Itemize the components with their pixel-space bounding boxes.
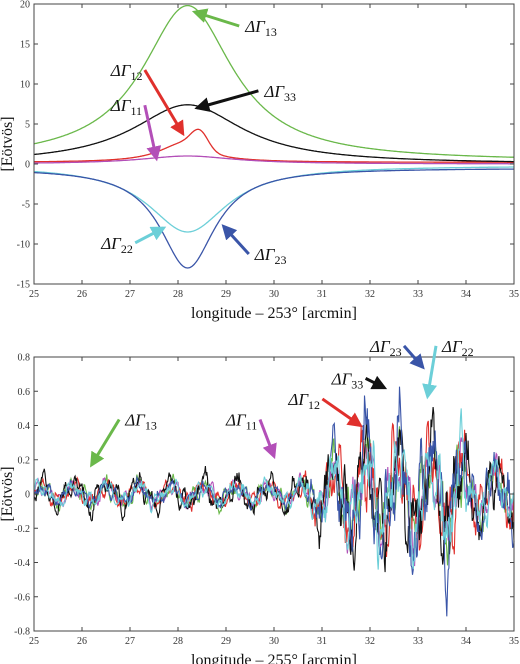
annotation-arrow (134, 226, 167, 245)
series-line-23 (33, 386, 515, 617)
y-tick-label: -0.2 (14, 524, 30, 535)
x-tick-label: 34 (461, 636, 471, 647)
y-tick-label: -0.8 (14, 627, 30, 638)
x-tick-label: 33 (413, 636, 423, 647)
series-line-33 (33, 104, 514, 163)
y-tick-label: -0.4 (14, 558, 30, 569)
annotation-arrow (422, 345, 438, 400)
y-tick-label: -5 (22, 200, 30, 211)
annotation-arrow (194, 89, 259, 112)
annotation-arrow (143, 104, 162, 162)
series-label-22: ΔΓ22 (441, 337, 474, 359)
x-tick-label: 28 (173, 289, 183, 300)
y-tick-label: 0.4 (18, 421, 31, 432)
series-label-33: ΔΓ33 (263, 82, 296, 104)
series-label-22: ΔΓ22 (100, 234, 133, 256)
y-tick-label: 0.2 (18, 455, 31, 466)
y-axis-label: [Eötvös] (0, 116, 16, 171)
series-line-12 (34, 128, 514, 163)
x-tick-label: 26 (77, 636, 87, 647)
chart-panel-2: 25 26 27 28 29 30 31 32 33 34 35 -0.8 -0.6 -0.4 -0.2 0 0… (0, 337, 519, 664)
series-line-11 (34, 155, 514, 165)
series-line-22 (33, 408, 515, 570)
y-tick-label: 0.8 (18, 353, 31, 364)
annotation-arrow (143, 69, 185, 137)
y-tick-label: 5 (25, 120, 30, 131)
annotation-arrow (258, 418, 277, 460)
x-tick-label: 35 (509, 636, 519, 647)
series-line-22 (33, 166, 514, 233)
series-line-13 (33, 4, 515, 158)
x-tick-label: 33 (413, 289, 423, 300)
y-tick-label: 10 (20, 80, 30, 91)
annotation-arrow (321, 397, 363, 428)
series-label-23: ΔΓ23 (254, 245, 287, 267)
chart-panel-1: 25 26 27 28 29 30 31 32 33 34 35 -15 -10 -5 0 5 10 15 20 lo… (0, 0, 519, 322)
annotation-arrow (90, 418, 121, 468)
series-label-13: ΔΓ13 (124, 411, 157, 433)
annotation-arrow (221, 224, 250, 256)
y-tick-label: 0.6 (18, 387, 31, 398)
x-axis-label: longitude – 255° [arcmin] (191, 652, 357, 664)
x-tick-label: 27 (125, 636, 135, 647)
x-tick-label: 32 (365, 289, 375, 300)
annotation-arrow (402, 344, 425, 370)
x-tick-label: 29 (221, 636, 231, 647)
y-tick-label: -15 (17, 280, 30, 291)
x-tick-label: 30 (269, 289, 279, 300)
series-label-12: ΔΓ12 (287, 390, 320, 412)
annotation-arrow (364, 375, 388, 390)
series-label-23: ΔΓ23 (369, 337, 402, 359)
x-axis-label: longitude – 253° [arcmin] (191, 305, 357, 322)
annotation-arrow (191, 8, 240, 28)
x-tick-label: 31 (317, 636, 327, 647)
x-tick-label: 31 (317, 289, 327, 300)
y-tick-label: -0.6 (14, 592, 30, 603)
y-tick-label: 0 (25, 160, 30, 171)
x-tick-label: 29 (221, 289, 231, 300)
x-tick-label: 32 (365, 636, 375, 647)
x-tick-label: 26 (77, 289, 87, 300)
x-tick-label: 25 (29, 636, 39, 647)
series-line-33 (33, 407, 515, 573)
x-tick-label: 34 (461, 289, 471, 300)
y-tick-label: 20 (20, 0, 30, 11)
series-line-23 (34, 168, 515, 269)
x-tick-label: 30 (269, 636, 279, 647)
series-label-11: ΔΓ11 (225, 411, 257, 433)
x-tick-label: 25 (29, 289, 39, 300)
series-label-33: ΔΓ33 (331, 369, 364, 391)
y-tick-label: 15 (20, 40, 30, 51)
y-tick-label: -10 (17, 240, 30, 251)
x-tick-label: 27 (125, 289, 135, 300)
series-label-13: ΔΓ13 (244, 17, 277, 39)
y-tick-label: 0 (25, 490, 30, 501)
x-tick-label: 35 (509, 289, 519, 300)
x-tick-label: 28 (173, 636, 183, 647)
series-label-12: ΔΓ12 (110, 61, 143, 83)
series-label-11: ΔΓ11 (110, 96, 142, 118)
y-axis-label: [Eötvös] (0, 466, 16, 521)
